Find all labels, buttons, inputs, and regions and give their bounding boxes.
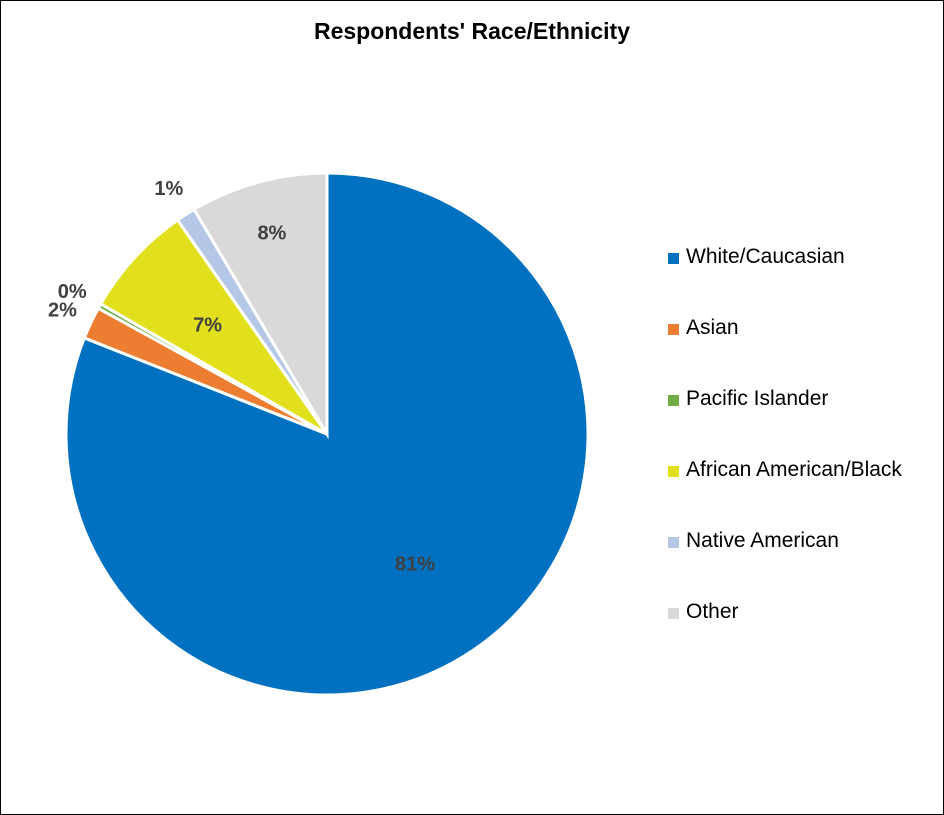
legend-label: White/Caucasian (686, 245, 845, 268)
legend-swatch (668, 608, 679, 619)
legend-item-native-american: Native American (668, 526, 938, 597)
data-label-other: 8% (257, 223, 286, 245)
legend-item-white-caucasian: White/Caucasian (668, 242, 938, 313)
legend-label: Other (686, 600, 739, 623)
pie-slice-african-american-black (98, 217, 329, 436)
data-label-asian: 2% (48, 300, 77, 322)
legend-label: Asian (686, 316, 739, 339)
legend-item-other: Other (668, 597, 938, 668)
legend-label: Native American (686, 529, 839, 552)
data-label-native-american: 1% (154, 178, 183, 200)
data-label-african-american-black: 7% (193, 315, 222, 337)
legend-swatch (668, 466, 679, 477)
chart-title: Respondents' Race/Ethnicity (313, 18, 631, 44)
data-label-pacific-islander: 0% (58, 281, 87, 303)
legend-label: African American/Black (686, 458, 902, 481)
data-label-white-caucasian: 81% (395, 554, 435, 576)
legend-item-pacific-islander: Pacific Islander (668, 384, 938, 455)
legend-swatch (668, 395, 679, 406)
pie-slice-other (192, 171, 329, 440)
legend-swatch (668, 324, 679, 335)
legend-swatch (668, 253, 679, 264)
legend: White/Caucasian Asian Pacific Islander Afri… (668, 242, 938, 668)
legend-swatch (668, 537, 679, 548)
legend-label: Pacific Islander (686, 387, 829, 410)
legend-item-asian: Asian (668, 313, 938, 384)
legend-item-african-american-black: African American/Black (668, 455, 938, 526)
